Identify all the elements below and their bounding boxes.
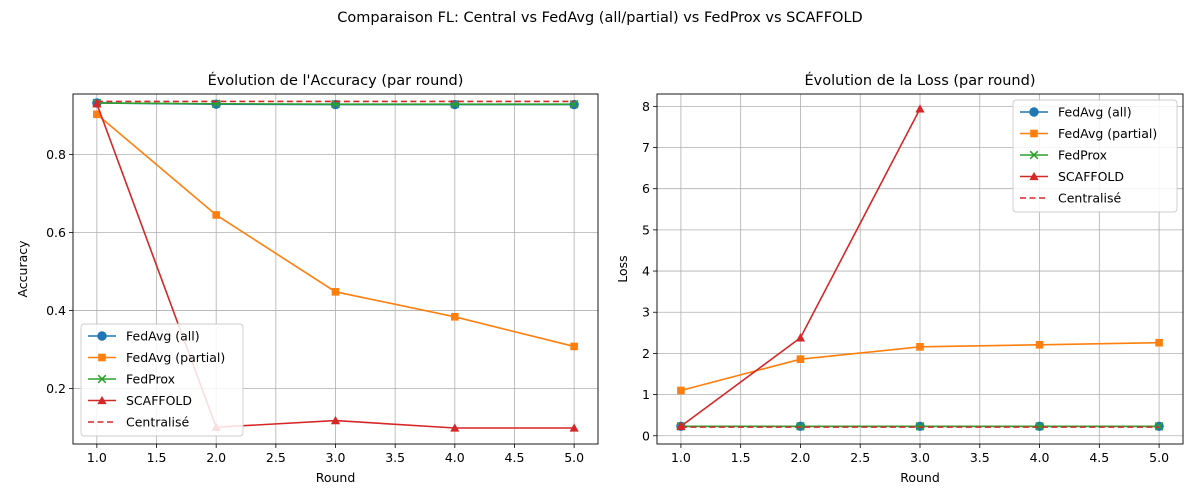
legend-label: SCAFFOLD <box>1058 169 1124 184</box>
y-tick-label: 5 <box>642 222 650 237</box>
y-tick-label: 1 <box>642 387 650 402</box>
legend-item-centralis: Centralisé <box>88 415 189 430</box>
x-tick-label: 2.0 <box>206 450 226 465</box>
legend-label: FedAvg (all) <box>126 329 200 344</box>
figure-suptitle: Comparaison FL: Central vs FedAvg (all/p… <box>337 10 862 26</box>
data-point <box>451 312 459 321</box>
legend-label: SCAFFOLD <box>126 393 192 408</box>
legend-marker <box>97 395 107 405</box>
y-tick-label: 4 <box>642 264 650 279</box>
x-tick-label: 1.0 <box>87 450 107 465</box>
legend-item-fedavg-all: FedAvg (all) <box>1020 105 1132 120</box>
data-point <box>569 423 579 432</box>
legend-marker <box>97 374 107 384</box>
legend-label: Centralisé <box>126 415 189 430</box>
x-tick-label: 5.0 <box>564 450 584 465</box>
legend-label: FedProx <box>126 372 175 387</box>
legend-label: FedAvg (all) <box>1058 105 1132 120</box>
axes-frame <box>72 93 599 445</box>
data-point <box>93 110 101 119</box>
data-point <box>569 99 579 109</box>
legend: FedAvg (all) FedAvg (partial) FedProx SCAFF… <box>1012 99 1178 213</box>
loss-panel: Évolution de la Loss (par round) 1.0 1.5 2.… <box>615 72 1184 485</box>
x-tick-label: 4.0 <box>445 450 465 465</box>
x-tick-label: 3.5 <box>970 450 990 465</box>
data-point <box>212 211 220 219</box>
data-point <box>92 99 102 108</box>
legend-item-fedavg-all: FedAvg (all) <box>88 329 200 344</box>
legend-marker <box>1029 107 1039 117</box>
series-fedavg-partial <box>677 338 1163 395</box>
legend-item-scaffold: SCAFFOLD <box>1020 169 1124 184</box>
legend-label: FedProx <box>1058 148 1107 163</box>
legend-item-fedprox: FedProx <box>1020 148 1107 163</box>
legend-marker <box>1029 150 1039 160</box>
y-tick-label: 3 <box>642 305 650 320</box>
axes-frame <box>656 93 1184 445</box>
legend-box <box>80 323 244 437</box>
panel-title: Évolution de la Loss (par round) <box>805 72 1036 89</box>
panel-title: Évolution de l'Accuracy (par round) <box>208 72 464 89</box>
data-point <box>331 288 340 296</box>
series-fedavg-partial <box>93 110 578 351</box>
legend-item-fedavg-partial: FedAvg (partial) <box>1020 126 1157 141</box>
x-tick-label: 4.0 <box>1030 450 1050 465</box>
legend-marker <box>98 353 106 362</box>
x-tick-label: 2.0 <box>791 450 811 465</box>
y-tick-label: 7 <box>642 140 650 155</box>
accuracy-panel: Évolution de l'Accuracy (par round) 1.0 1.… <box>15 72 599 485</box>
x-tick-label: 4.5 <box>505 450 525 465</box>
legend-item-fedavg-partial: FedAvg (partial) <box>88 350 225 365</box>
y-tick-label: 0 <box>642 428 650 443</box>
y-tick-label: 2 <box>642 346 650 361</box>
data-point <box>570 342 578 351</box>
data-point <box>450 423 460 432</box>
data-point <box>915 421 925 431</box>
data-point <box>1154 421 1164 431</box>
y-axis-label: Accuracy <box>15 240 30 298</box>
y-tick-label: 8 <box>642 99 650 114</box>
y-tick-label: 0.4 <box>46 303 66 318</box>
x-tick-label: 1.5 <box>147 450 167 465</box>
y-tick-label: 0.6 <box>46 225 66 240</box>
data-point <box>796 421 805 431</box>
x-tick-label: 3.0 <box>326 450 346 465</box>
data-point <box>915 104 925 113</box>
legend-marker <box>1030 129 1038 138</box>
y-tick-label: 0.8 <box>46 147 66 162</box>
data-point <box>916 343 924 351</box>
x-tick-label: 5.0 <box>1149 450 1169 465</box>
legend-item-fedprox: FedProx <box>88 372 175 387</box>
legend-box <box>1012 99 1178 213</box>
y-tick-label: 0.2 <box>46 381 66 396</box>
data-point <box>1155 338 1163 347</box>
x-tick-label: 3.5 <box>385 450 405 465</box>
x-axis-label: Round <box>900 470 940 485</box>
y-axis-label: Loss <box>615 255 630 282</box>
legend-label: FedAvg (partial) <box>1058 126 1157 141</box>
y-tick-label: 6 <box>642 181 650 196</box>
x-tick-label: 1.0 <box>671 450 691 465</box>
data-point <box>330 415 341 425</box>
x-axis-label: Round <box>316 470 356 485</box>
x-tick-label: 1.5 <box>731 450 751 465</box>
x-tick-label: 2.5 <box>850 450 870 465</box>
x-tick-label: 2.5 <box>266 450 286 465</box>
data-point <box>1035 421 1044 431</box>
x-tick-label: 4.5 <box>1089 450 1109 465</box>
legend-item-centralis: Centralisé <box>1020 191 1121 206</box>
data-point <box>796 355 805 363</box>
data-point <box>677 386 685 395</box>
legend-label: Centralisé <box>1058 191 1121 206</box>
legend-label: FedAvg (partial) <box>126 350 225 365</box>
legend-marker <box>1029 171 1039 181</box>
legend-item-scaffold: SCAFFOLD <box>88 393 192 408</box>
legend-marker <box>97 331 107 341</box>
x-tick-label: 3.0 <box>910 450 930 465</box>
legend: FedAvg (all) FedAvg (partial) FedProx SCAFF… <box>80 323 244 437</box>
data-point <box>1035 340 1044 349</box>
data-point <box>795 333 806 342</box>
